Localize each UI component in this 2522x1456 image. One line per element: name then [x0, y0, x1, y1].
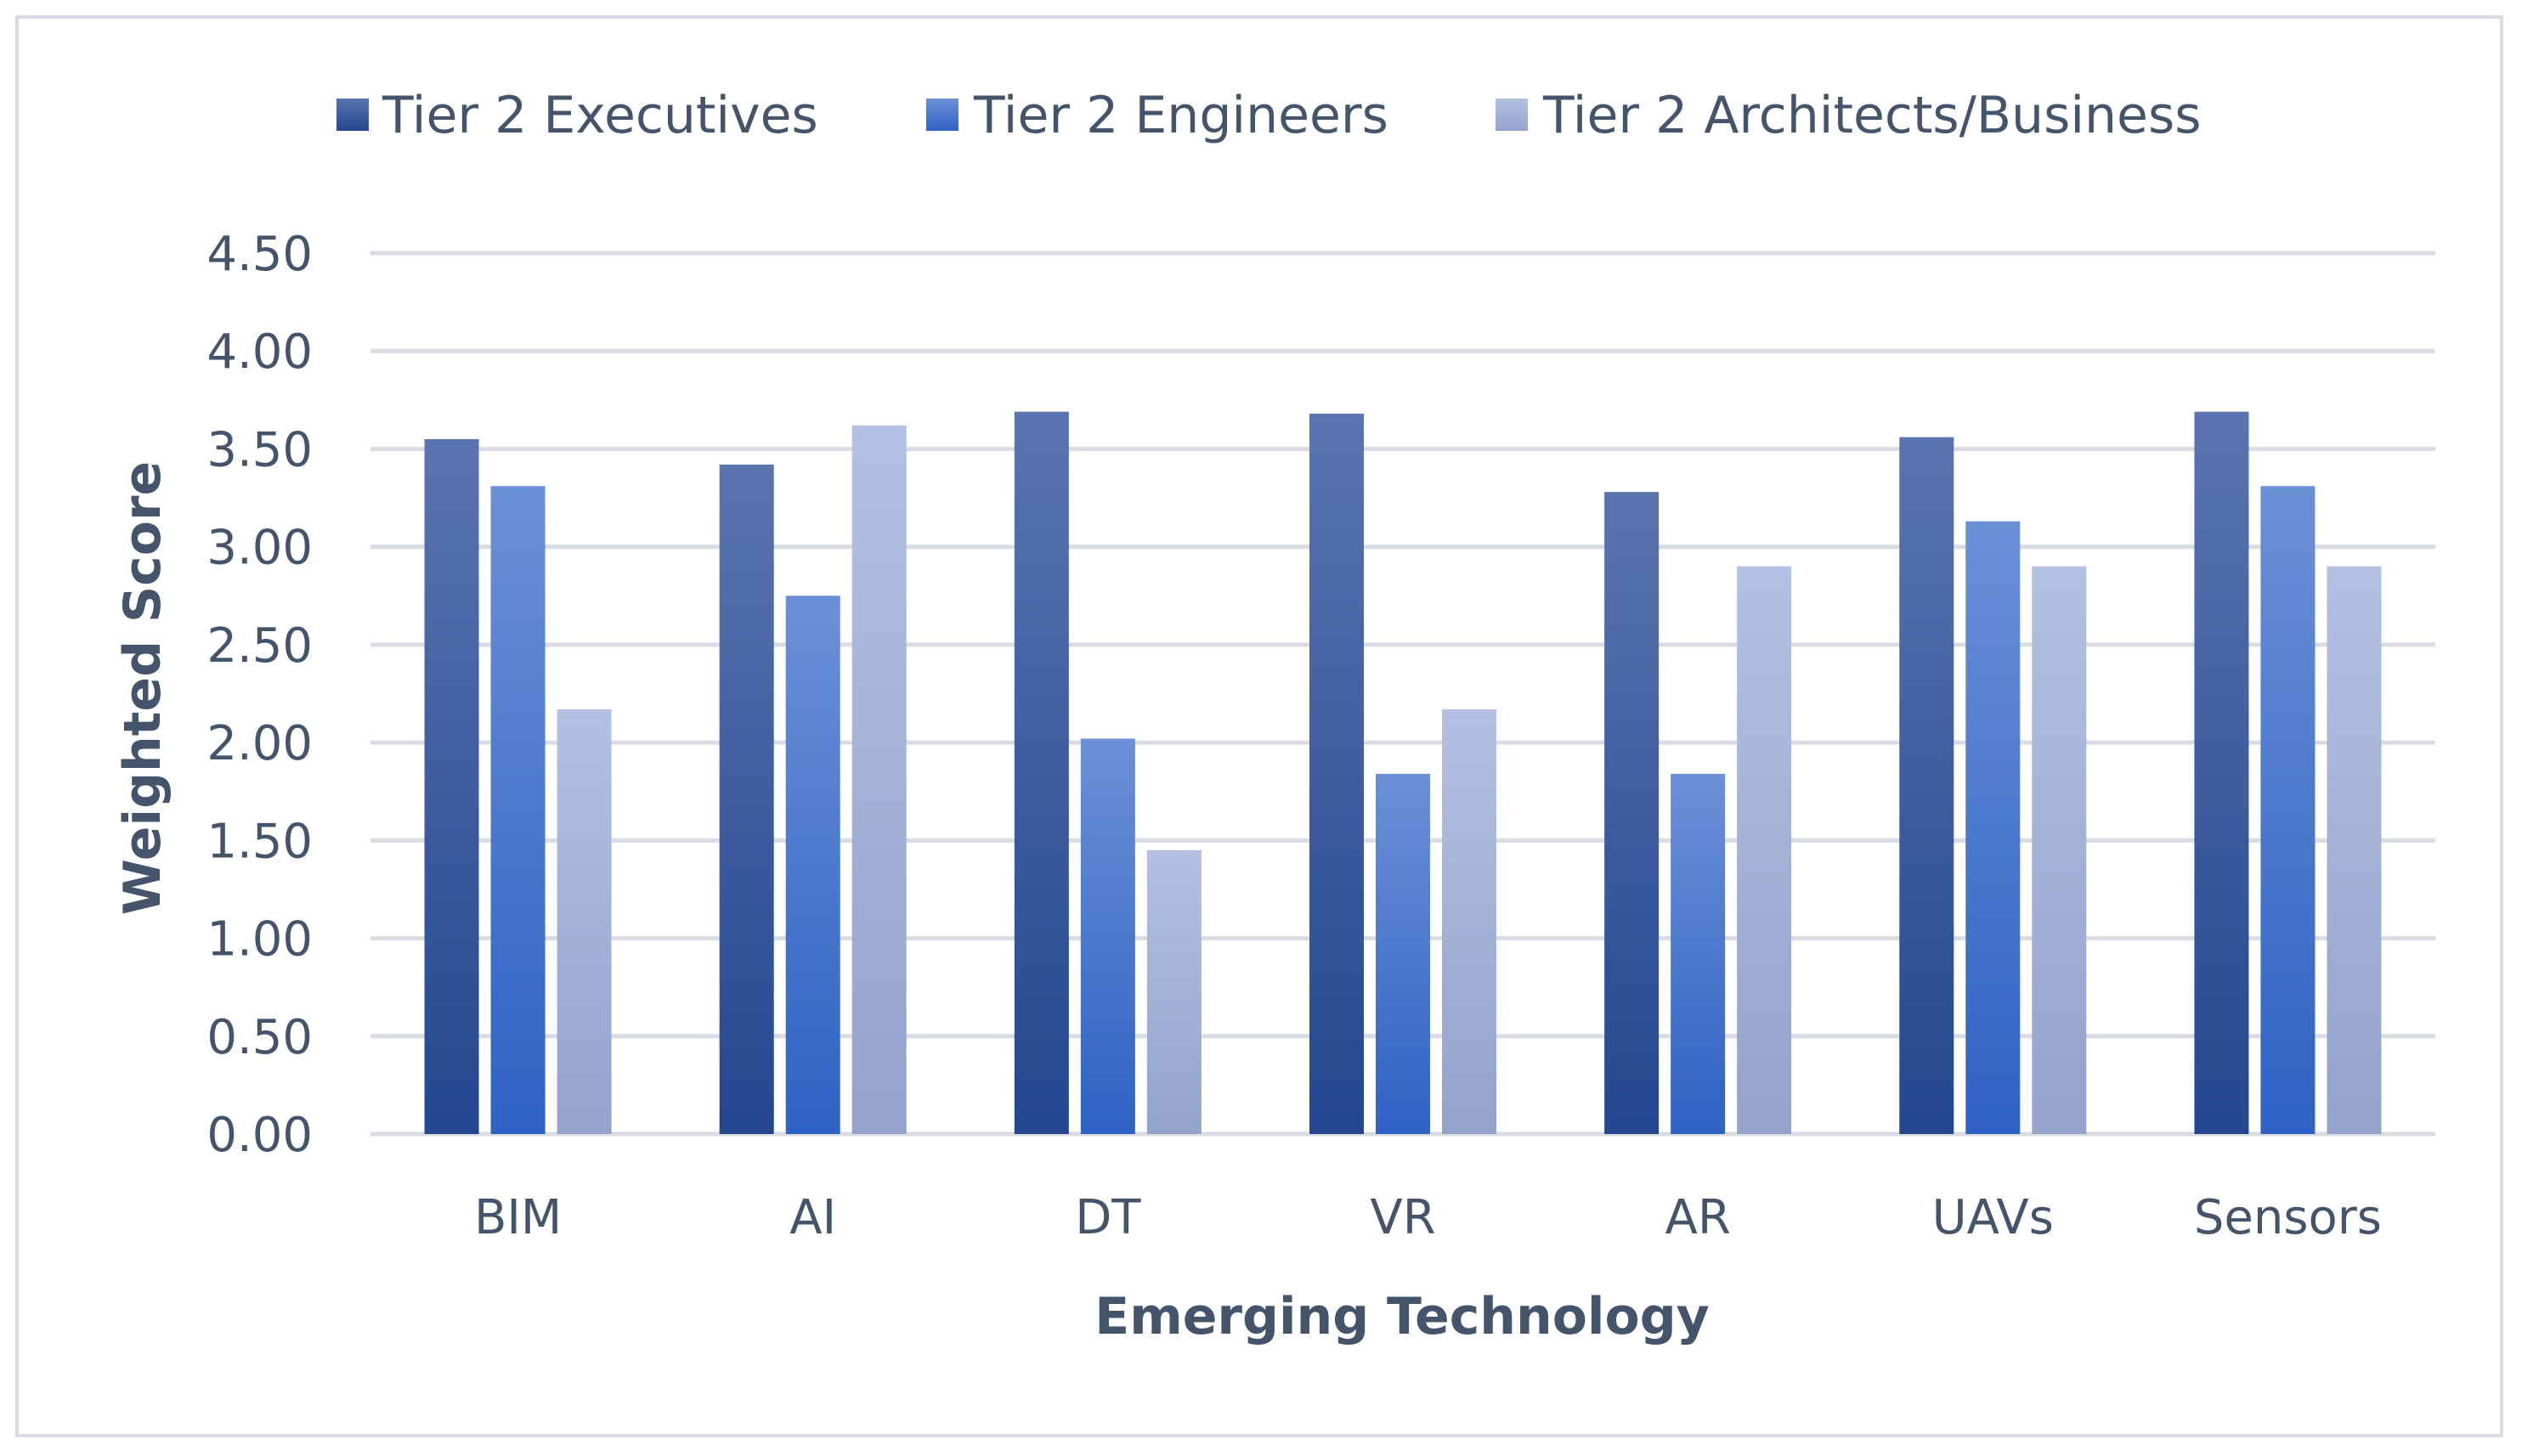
bars [424, 411, 2382, 1134]
gridlines [370, 251, 2435, 1137]
bar-ar-series-0 [1604, 492, 1660, 1134]
bar-bim-series-2 [557, 708, 612, 1134]
y-tick-label: 4.00 [206, 324, 313, 380]
legend-item-0: Tier 2 Executives [336, 86, 818, 145]
bar-ar-series-2 [1737, 566, 1792, 1134]
legend-swatch-tier2-executives [336, 99, 369, 131]
x-tick-label-sensors: Sensors [2194, 1190, 2382, 1245]
y-tick-label: 0.50 [206, 1010, 313, 1065]
bar-uavs-series-1 [1965, 521, 2021, 1134]
y-tick-label: 2.00 [206, 716, 313, 771]
y-tick-label: 4.50 [206, 227, 313, 282]
bar-vr-series-1 [1376, 773, 1430, 1134]
y-tick-label: 3.50 [206, 422, 313, 477]
legend-swatch-tier2-architects-business [1496, 99, 1528, 131]
bar-sensors-series-0 [2194, 411, 2249, 1134]
y-tick-label: 3.00 [206, 521, 313, 576]
x-tick-label-uavs: UAVs [1932, 1190, 2054, 1245]
bar-bim-series-0 [424, 438, 479, 1134]
y-tick-label: 0.00 [206, 1108, 313, 1163]
x-tick-label-ai: AI [789, 1190, 836, 1245]
bar-uavs-series-2 [2032, 566, 2087, 1134]
x-tick-label-dt: DT [1075, 1190, 1141, 1245]
bar-vr-series-2 [1442, 708, 1496, 1134]
legend-label-tier2-engineers: Tier 2 Engineers [973, 86, 1388, 145]
legend-item-1: Tier 2 Engineers [926, 86, 1388, 145]
bar-ai-series-1 [785, 595, 840, 1134]
bar-sensors-series-1 [2260, 486, 2316, 1134]
bar-uavs-series-0 [1899, 437, 1954, 1134]
x-axis-title: Emerging Technology [1094, 1287, 1710, 1346]
legend-swatch-tier2-engineers [926, 99, 958, 131]
x-tick-label-vr: VR [1370, 1190, 1435, 1245]
x-axis-ticks: BIM AI DT VR AR UAVs Sensors [474, 1190, 2382, 1245]
y-tick-label: 1.00 [206, 912, 313, 968]
bar-vr-series-0 [1309, 413, 1364, 1134]
bar-ai-series-2 [851, 425, 907, 1134]
y-tick-label: 1.50 [206, 814, 313, 869]
legend-label-tier2-executives: Tier 2 Executives [382, 86, 818, 145]
y-tick-label: 2.50 [206, 618, 313, 674]
bar-dt-series-1 [1080, 738, 1135, 1134]
bar-bim-series-1 [490, 486, 546, 1134]
legend-item-2: Tier 2 Architects/Business [1496, 86, 2201, 145]
bar-dt-series-0 [1014, 411, 1069, 1134]
bar-dt-series-2 [1146, 849, 1202, 1134]
legend: Tier 2 Executives Tier 2 Engineers Tier … [336, 86, 2201, 145]
bar-ar-series-1 [1671, 773, 1726, 1134]
x-tick-label-bim: BIM [474, 1190, 562, 1245]
y-axis-title: Weighted Score [113, 461, 172, 915]
legend-label-tier2-architects-business: Tier 2 Architects/Business [1542, 86, 2201, 145]
y-axis-ticks: 0.00 0.50 1.00 1.50 2.00 2.50 3.00 3.50 4.00 4.50 [206, 227, 313, 1163]
bar-ai-series-0 [719, 464, 774, 1134]
x-tick-label-ar: AR [1665, 1190, 1731, 1245]
bar-sensors-series-2 [2327, 566, 2382, 1134]
